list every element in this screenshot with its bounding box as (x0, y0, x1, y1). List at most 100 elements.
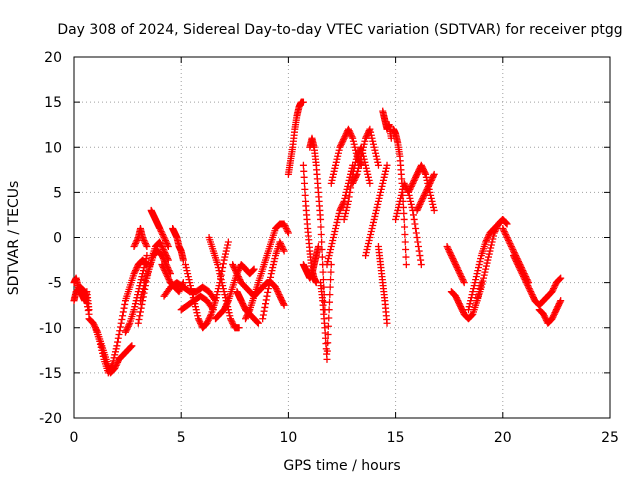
data-point (404, 188, 412, 196)
data-point (141, 238, 149, 246)
data-point (364, 243, 372, 251)
data-point (359, 146, 367, 154)
data-point (323, 355, 331, 363)
data-point (156, 224, 164, 232)
data-point (552, 306, 560, 314)
data-point (235, 274, 243, 282)
data-point (427, 191, 435, 199)
data-point (338, 139, 346, 147)
data-point (278, 297, 286, 305)
data-point (206, 313, 214, 321)
data-point (338, 202, 346, 210)
data-point (124, 322, 132, 330)
data-point (136, 308, 144, 316)
data-point (136, 312, 144, 320)
data-point (372, 152, 380, 160)
data-point (160, 247, 168, 255)
data-point (527, 289, 535, 297)
data-point (515, 262, 523, 270)
data-point (158, 261, 166, 269)
data-point (319, 268, 327, 276)
data-point (339, 199, 347, 207)
data-point (482, 238, 490, 246)
data-point (540, 310, 548, 318)
data-point (111, 351, 119, 359)
data-point (267, 270, 275, 278)
data-point (330, 167, 338, 175)
data-point (244, 310, 252, 318)
data-point (244, 309, 252, 317)
data-point (81, 291, 89, 299)
data-point (349, 178, 357, 186)
data-point (369, 140, 377, 148)
data-point (127, 343, 135, 351)
data-point (428, 197, 436, 205)
data-point (552, 307, 560, 315)
data-point (96, 340, 104, 348)
data-point (115, 331, 123, 339)
data-point (468, 291, 476, 299)
data-point (112, 345, 120, 353)
data-point (203, 319, 211, 327)
series-s29 (349, 125, 382, 187)
data-point (482, 262, 490, 270)
data-point (240, 303, 248, 311)
data-point (299, 161, 307, 169)
series-s09 (147, 206, 172, 251)
data-point (414, 205, 422, 213)
series-s31 (374, 243, 391, 327)
data-point (460, 279, 468, 287)
data-point (275, 291, 283, 299)
data-point (444, 246, 452, 254)
series-s24 (306, 134, 329, 314)
data-point (128, 342, 136, 350)
data-point (340, 215, 348, 223)
data-point (83, 299, 91, 307)
data-point (272, 285, 280, 293)
data-point (106, 364, 114, 372)
data-point (219, 260, 227, 268)
data-point (526, 286, 534, 294)
data-point (318, 253, 326, 261)
data-point (353, 170, 361, 178)
data-point (521, 276, 529, 284)
data-point (163, 271, 171, 279)
data-point (325, 306, 333, 314)
data-point (351, 175, 359, 183)
series-s16 (212, 261, 258, 323)
data-point (515, 264, 523, 272)
data-point (418, 196, 426, 204)
data-point (350, 176, 358, 184)
data-point (138, 273, 146, 281)
data-point (407, 197, 415, 205)
data-point (274, 288, 282, 296)
data-point (277, 240, 285, 248)
data-point (141, 282, 149, 290)
data-point (454, 265, 462, 273)
data-point (362, 133, 370, 141)
data-point (146, 259, 154, 267)
data-point (324, 258, 332, 266)
data-point (145, 265, 153, 273)
data-point (490, 232, 498, 240)
data-point (194, 312, 202, 320)
data-point (269, 261, 277, 269)
data-point (336, 206, 344, 214)
data-point (513, 259, 521, 267)
data-point (337, 140, 345, 148)
data-point (457, 273, 465, 281)
data-point (280, 301, 288, 309)
data-point (549, 286, 557, 294)
data-point (500, 226, 508, 234)
data-point (314, 243, 322, 251)
data-point (162, 252, 170, 260)
data-point (343, 203, 351, 211)
data-point (231, 265, 239, 273)
data-point (341, 194, 349, 202)
data-point (479, 277, 487, 285)
data-point (487, 241, 495, 249)
data-point (323, 347, 331, 355)
data-point (220, 306, 228, 314)
data-point (161, 267, 169, 275)
series-s08 (134, 238, 172, 327)
